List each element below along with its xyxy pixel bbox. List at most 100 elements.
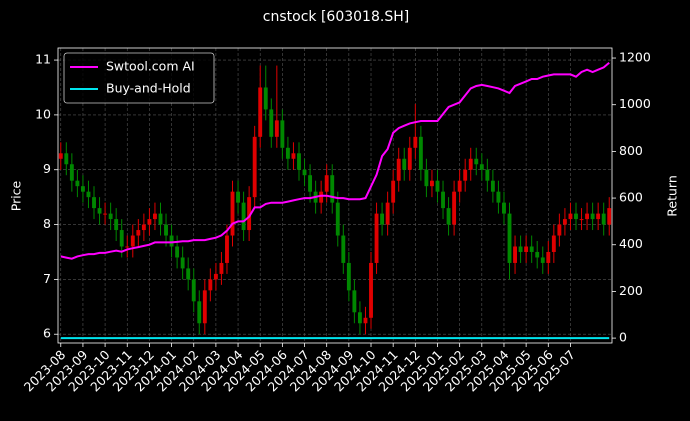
candle-body — [136, 230, 141, 236]
candle-body — [430, 180, 434, 187]
return-line — [60, 61, 610, 260]
legend: Swtool.com AI Buy-and-Hold — [63, 52, 215, 104]
candle-body — [141, 224, 146, 231]
candle-body — [258, 87, 263, 137]
candle-body — [308, 175, 313, 192]
candle-body — [535, 251, 540, 258]
y2-tick-label: 0 — [619, 330, 627, 345]
candle-body — [335, 202, 340, 236]
y-axis-label: Price — [9, 180, 24, 211]
candle-body — [568, 213, 573, 220]
candle-body — [92, 197, 96, 209]
candle-body — [518, 246, 523, 252]
candle-body — [225, 235, 229, 263]
candle-body — [280, 120, 285, 148]
candle-body — [230, 191, 235, 236]
candle-body — [324, 175, 329, 192]
candle-body — [385, 202, 390, 225]
candle-body — [413, 136, 418, 148]
candle-body — [241, 202, 246, 231]
candle-body — [369, 262, 373, 318]
y2-tick-label: 600 — [619, 190, 643, 205]
candle-body — [574, 213, 578, 220]
candle-body — [485, 169, 490, 181]
legend-box — [63, 52, 215, 104]
candle-body — [607, 208, 612, 225]
candle-body — [75, 180, 80, 187]
candle-body — [590, 213, 595, 220]
candle-body — [291, 153, 296, 159]
candle-body — [579, 219, 584, 221]
candle-body — [601, 213, 606, 225]
y2-tick-label: 1200 — [619, 50, 651, 65]
candle-body — [202, 290, 207, 324]
candle-body — [274, 120, 279, 137]
candle-body — [164, 224, 168, 236]
candle-body — [58, 153, 63, 159]
candle-body — [546, 251, 551, 263]
y2-tick-label: 400 — [619, 236, 643, 251]
candle-body — [418, 136, 423, 170]
candle-body — [319, 191, 324, 203]
candle-body — [64, 153, 69, 165]
candle-body — [208, 279, 213, 291]
y2-tick-label: 800 — [619, 143, 643, 158]
candle-body — [236, 191, 240, 203]
y2-tick-label: 1000 — [619, 96, 651, 111]
candle-body — [457, 180, 462, 192]
candle-body — [363, 317, 368, 324]
candle-body — [158, 213, 163, 225]
candle-body — [557, 224, 562, 236]
candle-body — [180, 257, 185, 269]
candle-body — [596, 213, 601, 220]
candle-body — [263, 87, 268, 110]
candle-body — [130, 235, 135, 247]
candle-body — [197, 301, 202, 324]
candle-body — [346, 262, 351, 291]
candle-body — [502, 202, 506, 214]
y2-tick-label: 200 — [619, 283, 643, 298]
candle-body — [213, 273, 218, 280]
candle-body — [402, 158, 407, 170]
candle-body — [474, 158, 479, 165]
candle-body — [352, 290, 357, 313]
candle-body — [269, 109, 274, 137]
candle-body — [247, 197, 252, 231]
candle-body — [463, 169, 468, 181]
candle-body — [562, 219, 567, 225]
y2-axis-label: Return — [665, 175, 680, 216]
candle-body — [496, 191, 501, 203]
y-tick-label: 6 — [43, 326, 51, 341]
candle-body — [69, 164, 74, 181]
candle-body — [147, 219, 152, 225]
candle-body — [468, 158, 473, 170]
candle-body — [169, 235, 174, 247]
candle-body — [175, 246, 180, 258]
candle-body — [341, 235, 346, 263]
candle-body — [529, 246, 534, 252]
legend-label: Buy-and-Hold — [106, 81, 191, 96]
candle-body — [103, 213, 108, 215]
candle-body — [219, 262, 224, 274]
y-tick-label: 10 — [35, 106, 51, 121]
y-tick-label: 7 — [43, 271, 51, 286]
candle-body — [114, 219, 119, 231]
candle-body — [585, 213, 590, 220]
candle-body — [119, 230, 124, 247]
candle-body — [86, 191, 91, 198]
candle-body — [524, 246, 529, 252]
candle-body — [191, 279, 196, 302]
candle-body — [479, 164, 484, 170]
candle-body — [153, 213, 157, 220]
chart-title: cnstock [603018.SH] — [263, 9, 409, 25]
candle-body — [396, 158, 401, 181]
candle-body — [252, 136, 257, 198]
y-tick-label: 11 — [35, 52, 51, 67]
candle-body — [380, 213, 385, 225]
plot-frame — [57, 47, 613, 344]
candle-body — [80, 186, 85, 192]
candle-body — [330, 175, 335, 203]
candle-body — [297, 153, 301, 170]
